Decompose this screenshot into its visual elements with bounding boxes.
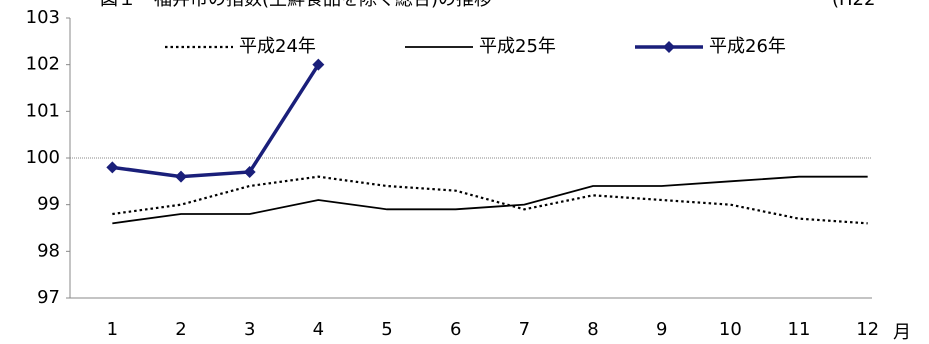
legend-label: 平成24年 — [239, 36, 316, 57]
y-tick-label: 102 — [26, 54, 60, 75]
x-tick-label: 2 — [175, 319, 186, 340]
x-axis-label: 月 — [893, 322, 911, 343]
marker — [312, 58, 325, 71]
y-tick-label: 101 — [26, 100, 60, 121]
y-tick-label: 99 — [37, 194, 60, 215]
series-line — [112, 175, 868, 225]
x-tick-label: 12 — [856, 319, 879, 340]
x-tick-label: 10 — [719, 319, 742, 340]
marker — [663, 41, 675, 53]
y-tick-label: 103 — [26, 7, 60, 28]
x-tick-label: 8 — [587, 319, 598, 340]
legend-label: 平成26年 — [709, 36, 786, 57]
chart-title: 図１ 福井市の指数(生鮮食品を除く総合)の推移 — [100, 0, 492, 10]
series-line — [112, 175, 868, 225]
x-tick-label: 5 — [381, 319, 392, 340]
x-tick-label: 7 — [519, 319, 530, 340]
y-tick-label: 98 — [37, 240, 60, 261]
legend-label: 平成25年 — [479, 36, 556, 57]
y-tick-label: 97 — [37, 287, 60, 308]
x-tick-label: 1 — [107, 319, 118, 340]
x-tick-label: 3 — [244, 319, 255, 340]
x-tick-label: 9 — [656, 319, 667, 340]
x-tick-label: 4 — [313, 319, 324, 340]
marker — [243, 166, 256, 178]
marker — [175, 170, 187, 183]
x-tick-label: 6 — [450, 319, 461, 340]
note: (H22 — [832, 0, 875, 10]
series-line — [112, 63, 320, 179]
y-tick-label: 100 — [26, 147, 60, 168]
marker — [106, 161, 119, 174]
x-tick-label: 11 — [788, 319, 811, 340]
